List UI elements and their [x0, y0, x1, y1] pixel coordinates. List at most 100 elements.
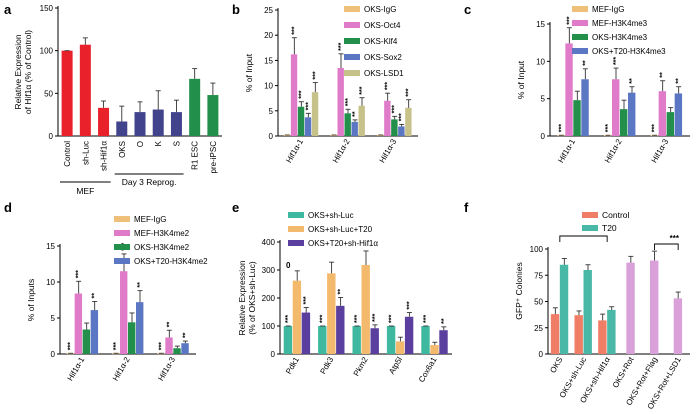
b-y-tick-label: 25: [264, 6, 273, 15]
f-bar: [607, 309, 616, 354]
e-significance-stars: ***: [423, 315, 430, 323]
c-significance-stars: ***: [652, 124, 659, 132]
b-bar: [337, 67, 344, 136]
b-legend-label: OKS-LSD1: [364, 69, 404, 78]
a-y-tick-label: 50: [44, 89, 53, 98]
c-significance-stars: **: [676, 78, 683, 84]
d-significance-stars: ***: [113, 342, 120, 350]
e-bar: [361, 264, 370, 354]
e-significance-stars: ***: [388, 315, 395, 323]
a-panel-letter: a: [4, 2, 12, 17]
d-bar: [173, 348, 181, 354]
e-bar: [421, 326, 430, 354]
f-bar: [598, 320, 607, 354]
c-bar: [581, 79, 589, 136]
e-bar: [336, 305, 345, 354]
d-significance-stars: ***: [68, 342, 75, 350]
e-y-tick-label: 300: [262, 266, 276, 275]
b-bar: [384, 100, 391, 136]
d-significance-stars: ***: [158, 342, 165, 350]
e-y-tick-label: 200: [262, 294, 276, 303]
b-legend-label: OKS-Sox2: [364, 53, 402, 62]
f-x-tick-label: OKS+Rot: [611, 355, 636, 390]
d-legend-label: MEF-IgG: [134, 215, 166, 224]
a-group-label-mef: MEF: [76, 186, 94, 196]
a-x-tick-label: O: [136, 141, 145, 147]
f-bar: [574, 315, 583, 354]
f-y-tick-label: 50: [534, 298, 543, 307]
c-legend-swatch: [572, 34, 588, 40]
f-bracket-label: ***: [670, 234, 680, 243]
e-legend-label: OKS+sh-Luc: [308, 211, 354, 220]
b-bar: [351, 121, 358, 136]
b-bar: [311, 92, 319, 136]
b-significance-stars: ***: [385, 82, 392, 90]
b-y-tick-label: 5: [269, 107, 274, 116]
d-significance-stars: **: [182, 332, 189, 338]
d-x-tick-label: Hif1α-1: [66, 355, 87, 382]
c-legend-label: MEF-IgG: [592, 5, 624, 14]
f-bar: [559, 264, 569, 354]
e-significance-stars: ***: [372, 313, 379, 321]
d-significance-stars: **: [137, 282, 144, 288]
e-bar: [370, 328, 379, 354]
c-significance-stars: ***: [566, 16, 573, 24]
f-bar: [673, 298, 683, 354]
e-legend-swatch: [288, 226, 304, 232]
f-y-tick-label: 25: [534, 324, 543, 333]
b-significance-stars: ***: [392, 105, 399, 113]
c-significance-stars: **: [629, 78, 636, 84]
e-significance-stars: **: [441, 318, 448, 324]
b-significance-stars: ***: [359, 86, 366, 94]
b-legend-swatch: [344, 38, 360, 44]
f-y-tick-label: 75: [534, 271, 543, 280]
c-y-label: % of Input: [516, 60, 526, 99]
e-y-tick-label: 0: [271, 350, 276, 359]
a-y-label: Relative Expressionof Hif1α (% of Contro…: [13, 30, 33, 114]
b-significance-stars: ***: [291, 26, 298, 34]
f-x-tick-label: OKS: [548, 356, 564, 375]
e-bar: [395, 341, 405, 354]
b-significance-stars: **: [352, 111, 359, 117]
c-bar: [658, 91, 667, 136]
b-bar: [358, 105, 365, 136]
a-bar: [79, 44, 91, 137]
f-bar: [650, 260, 659, 354]
b-legend-label: OKS-IgG: [364, 5, 396, 14]
b-bar: [344, 113, 351, 136]
e-legend-swatch: [288, 240, 304, 246]
c-legend-swatch: [572, 20, 588, 26]
c-x-tick-label: Hif1α-3: [650, 137, 671, 164]
b-bar: [377, 134, 384, 136]
b-bar: [283, 134, 291, 136]
b-bar: [304, 117, 312, 136]
d-legend-label: MEF-H3K4me2: [134, 229, 190, 238]
e-legend-swatch: [288, 212, 304, 218]
d-legend-swatch: [114, 244, 130, 250]
c-y-tick-label: 5: [541, 95, 546, 104]
a-x-tick-label: R1 ESC: [191, 141, 200, 170]
e-x-tick-label: Cox6a1: [417, 355, 439, 384]
f-legend-label: Control: [602, 210, 630, 220]
c-bar: [666, 112, 675, 136]
c-significance-stars: **: [582, 60, 589, 66]
e-x-tick-label: Pkm2: [352, 355, 370, 378]
b-bar: [330, 134, 337, 136]
e-significance-stars: ***: [406, 301, 413, 309]
d-bar: [136, 302, 144, 354]
a-y-tick-label: 150: [40, 4, 54, 13]
e-legend-label: OKS+T20+sh-Hif1α: [308, 239, 378, 248]
f-bar: [626, 262, 635, 354]
a-bar: [116, 121, 128, 136]
a-x-tick-label: pre-iPSC: [209, 141, 218, 174]
f-significance-bracket: [654, 243, 679, 250]
e-y-tick-label: 400: [262, 238, 276, 247]
b-significance-stars: ***: [338, 42, 345, 50]
c-bar: [628, 92, 636, 136]
e-x-tick-label: Pdk3: [318, 355, 335, 376]
b-legend-swatch: [344, 22, 360, 28]
c-significance-stars: ***: [605, 124, 612, 132]
b-significance-stars: ***: [305, 102, 312, 110]
